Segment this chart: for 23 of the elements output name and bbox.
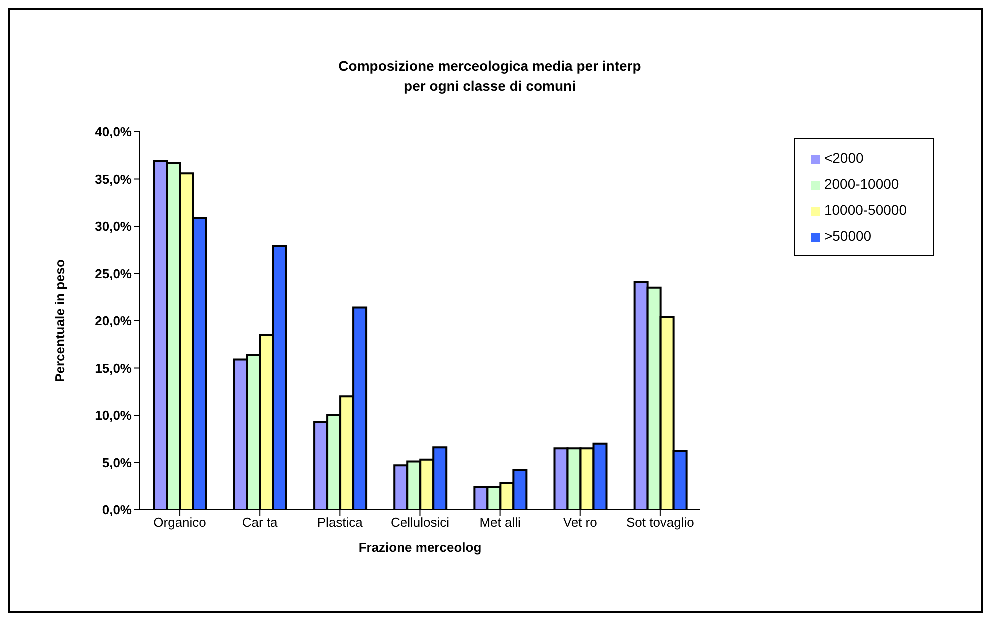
y-tick-label: 40,0% <box>95 124 132 140</box>
x-tick-label: Plastica <box>317 515 364 530</box>
legend-label: 2000-10000 <box>824 176 900 192</box>
y-tick-label: 20,0% <box>95 314 132 329</box>
legend-label: 10000-50000 <box>824 202 907 218</box>
x-tick-label: Cellulosici <box>390 515 450 530</box>
chart-title: Composizione merceologica media per interp per ogni classe di comuni <box>338 57 642 96</box>
y-tick-label: 5,0% <box>102 455 132 470</box>
x-tick-label: Car ta <box>242 515 279 530</box>
legend-label: <2000 <box>824 150 864 166</box>
x-tick-label: Met alli <box>480 515 521 530</box>
y-axis-title: Percentuale in peso <box>52 260 68 382</box>
y-tick-label: 15,0% <box>95 360 132 376</box>
legend-label: >50000 <box>824 228 872 244</box>
y-tick-label: 35,0% <box>95 172 132 187</box>
y-tick-label: 30,0% <box>95 219 132 234</box>
y-tick-label: 10,0% <box>95 408 132 424</box>
x-axis-title: Frazione merceolog <box>358 540 482 555</box>
x-tick-label: Vet ro <box>563 515 598 530</box>
x-tick-label: Sot tovaglio <box>626 515 694 530</box>
y-tick-label: 0,0% <box>102 502 132 518</box>
x-tick-label: Organico <box>154 515 206 530</box>
y-tick-label: 25,0% <box>95 266 132 282</box>
